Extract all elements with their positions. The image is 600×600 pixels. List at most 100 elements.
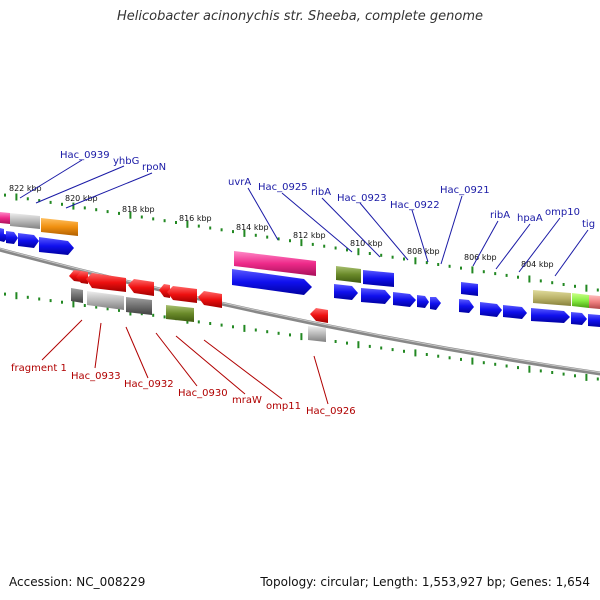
gene-label: omp10 xyxy=(545,207,580,218)
gene-arrow xyxy=(480,302,502,317)
gene-label: ribA xyxy=(311,187,331,198)
minor-tick xyxy=(106,307,109,311)
minor-tick xyxy=(425,353,428,356)
minor-tick xyxy=(175,221,177,224)
minor-tick xyxy=(391,255,394,259)
minor-tick xyxy=(551,281,554,285)
scale-label: 822 kbp xyxy=(9,184,42,193)
minor-tick xyxy=(562,372,565,376)
minor-tick xyxy=(220,228,223,232)
minor-tick xyxy=(437,263,440,266)
minor-tick xyxy=(289,239,291,243)
gene-arrow xyxy=(588,314,600,327)
minor-tick xyxy=(197,320,200,324)
minor-tick xyxy=(163,315,166,319)
forward-labels: Hac_0939 yhbG rpoN uvrA Hac_0925 ribA Ha… xyxy=(60,150,595,230)
reverse-label-lines xyxy=(41,319,329,405)
minor-tick xyxy=(380,346,383,350)
gene-arrow xyxy=(459,299,474,313)
minor-tick xyxy=(277,331,280,335)
major-tick xyxy=(414,349,417,357)
scale-label: 820 kbp xyxy=(65,194,98,203)
minor-tick xyxy=(539,369,542,373)
gene-label: Hac_0926 xyxy=(306,406,356,417)
reverse-genes-inner xyxy=(69,270,328,323)
gene-arrow xyxy=(336,266,361,283)
gene-label: yhbG xyxy=(113,156,139,167)
minor-tick xyxy=(106,210,109,214)
gene-label: Hac_0922 xyxy=(390,200,440,211)
major-tick xyxy=(300,239,303,247)
major-tick xyxy=(186,220,189,228)
minor-tick xyxy=(152,313,155,317)
minor-tick xyxy=(118,308,120,312)
major-tick xyxy=(243,324,246,332)
minor-tick xyxy=(539,279,542,283)
major-tick xyxy=(300,333,303,341)
minor-tick xyxy=(391,348,394,352)
gene-arrow xyxy=(308,326,326,342)
gene-arrow xyxy=(0,228,10,242)
major-tick xyxy=(414,257,417,265)
minor-tick xyxy=(49,299,52,303)
gene-arrow xyxy=(334,284,358,300)
minor-tick xyxy=(334,246,337,250)
gene-arrow xyxy=(361,288,391,304)
gene-arrow xyxy=(166,305,194,322)
major-tick xyxy=(243,229,246,237)
scale-label: 816 kbp xyxy=(179,214,212,223)
scale-label: 806 kbp xyxy=(464,253,497,262)
gene-label: Hac_0939 xyxy=(60,150,110,161)
minor-tick xyxy=(26,295,29,299)
gene-label: Hac_0933 xyxy=(71,371,121,382)
minor-tick xyxy=(311,242,314,246)
minor-tick xyxy=(197,224,200,228)
minor-tick xyxy=(403,349,405,353)
forward-label-lines xyxy=(19,159,589,277)
minor-tick xyxy=(83,206,86,210)
gene-label: Hac_0930 xyxy=(178,388,228,399)
scale-label: 818 kbp xyxy=(122,205,155,214)
gene-arrow xyxy=(198,291,222,308)
major-tick xyxy=(129,211,132,219)
minor-tick xyxy=(254,233,257,237)
minor-tick xyxy=(596,288,599,292)
gene-arrow xyxy=(126,297,152,315)
minor-tick xyxy=(448,264,451,268)
gene-label: fragment 1 xyxy=(11,363,67,374)
minor-tick xyxy=(95,305,98,309)
minor-tick xyxy=(61,202,63,206)
minor-tick xyxy=(232,230,234,234)
gene-arrow xyxy=(531,308,570,323)
major-tick xyxy=(471,357,474,365)
gene-arrow xyxy=(234,251,316,276)
minor-tick xyxy=(482,361,485,365)
map-title: Helicobacter acinonychis str. Sheeba, co… xyxy=(116,9,483,24)
minor-tick xyxy=(562,283,565,286)
minor-tick xyxy=(83,304,86,307)
minor-tick xyxy=(505,364,508,368)
gene-arrow xyxy=(572,293,589,308)
minor-tick xyxy=(346,248,348,252)
minor-tick xyxy=(368,344,371,348)
gene-arrow xyxy=(393,292,416,307)
scale-label: 814 kbp xyxy=(236,223,269,232)
gene-label: rpoN xyxy=(142,162,166,173)
minor-tick xyxy=(505,273,508,277)
gene-arrow xyxy=(232,269,312,295)
major-tick xyxy=(357,248,360,256)
minor-tick xyxy=(26,197,29,201)
minor-tick xyxy=(460,266,462,270)
scale-ticks-top xyxy=(4,193,599,292)
gene-arrow xyxy=(0,212,10,224)
gene-arrow xyxy=(10,213,40,229)
genome-summary-text: Topology: circular; Length: 1,553,927 bp… xyxy=(260,575,590,589)
gene-arrow xyxy=(71,288,83,303)
gene-arrow xyxy=(39,237,74,255)
minor-tick xyxy=(266,235,269,239)
minor-tick xyxy=(152,217,155,221)
major-tick xyxy=(585,373,588,381)
gene-arrow xyxy=(76,271,88,284)
major-tick xyxy=(72,202,75,210)
